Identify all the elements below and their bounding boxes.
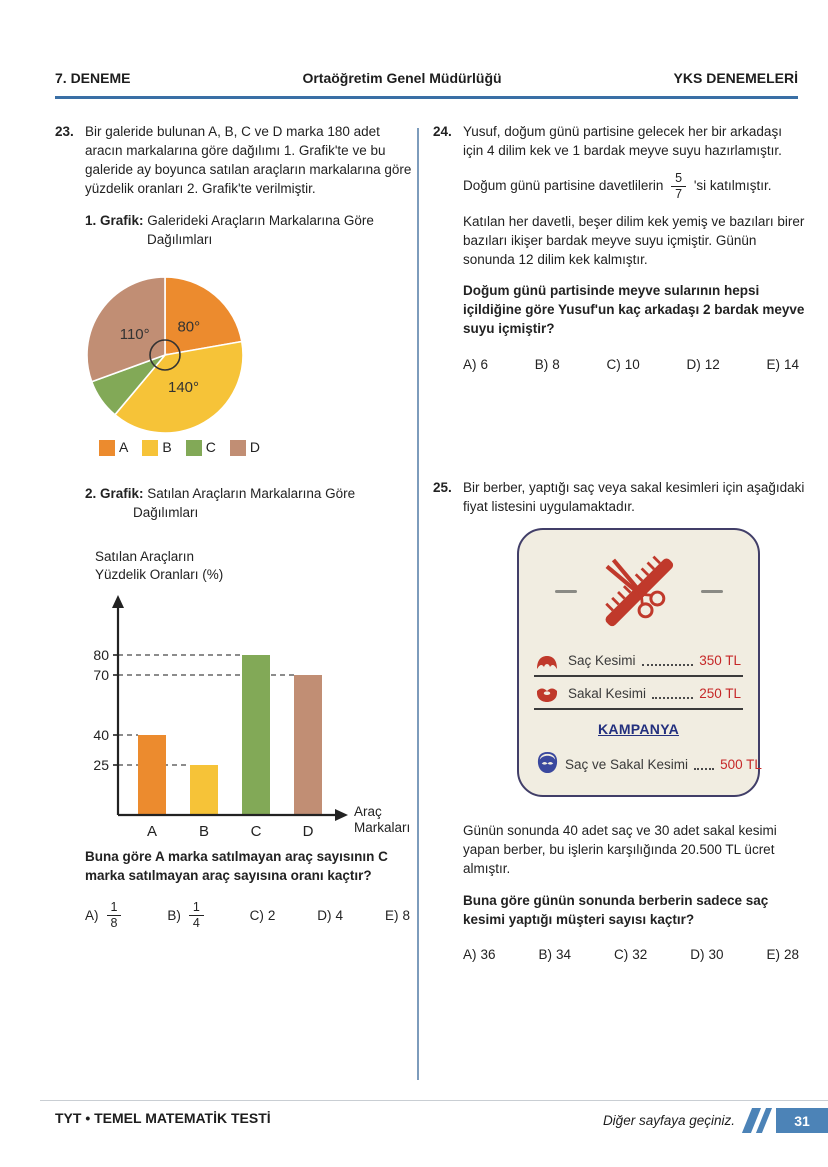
svg-text:A: A bbox=[147, 823, 157, 840]
q25-options: A) 36 B) 34 C) 32 D) 30 E) 28 bbox=[463, 945, 805, 964]
question-text: Günün sonunda 40 adet saç ve 30 adet sak… bbox=[463, 823, 777, 877]
svg-text:40: 40 bbox=[93, 727, 109, 743]
dash-decoration bbox=[554, 590, 577, 594]
svg-text:C: C bbox=[251, 823, 262, 840]
legend-item: C bbox=[185, 438, 216, 458]
hair-icon bbox=[536, 655, 562, 670]
svg-text:70: 70 bbox=[93, 667, 109, 683]
question-stem: Doğum günü partisinde meyve sularının he… bbox=[463, 283, 805, 337]
price-row-hair: Saç Kesimi 350 TL bbox=[534, 644, 743, 678]
header-right: YKS DENEMELERİ bbox=[673, 70, 798, 86]
bar-chart: 25 40 70 80 A B C D Araç Markaları bbox=[56, 585, 416, 846]
svg-text:Araç: Araç bbox=[354, 804, 382, 819]
dash-decoration bbox=[700, 590, 723, 594]
question-23: 23. Bir galeride bulunan A, B, C ve D ma… bbox=[55, 122, 411, 930]
question-25: 25. Bir berber, yaptığı saç veya sakal k… bbox=[433, 478, 805, 964]
legend-swatch bbox=[142, 440, 159, 457]
svg-text:Markaları: Markaları bbox=[354, 820, 410, 835]
legend-label: C bbox=[205, 439, 216, 456]
question-number: 24. bbox=[433, 124, 452, 139]
price-row-combo: Saç ve Sakal Kesimi 500 TL bbox=[534, 744, 762, 779]
graph2-title: 2. Grafik: Satılan Araçların Markalarına… bbox=[85, 485, 356, 521]
column-divider bbox=[417, 128, 419, 1080]
option-c: C) 2 bbox=[249, 907, 276, 923]
svg-text:D: D bbox=[303, 823, 314, 840]
svg-text:80: 80 bbox=[93, 647, 109, 663]
legend-item: A bbox=[99, 438, 128, 458]
option-d: D) 12 bbox=[686, 356, 720, 372]
svg-text:80°: 80° bbox=[177, 319, 200, 336]
question-24: 24. Yusuf, doğum günü partisine gelecek … bbox=[433, 122, 805, 374]
option-b: B) 34 bbox=[538, 946, 572, 962]
option-d: D) 4 bbox=[317, 907, 344, 923]
svg-text:110°: 110° bbox=[120, 326, 150, 343]
kampanya-label: KAMPANYA bbox=[598, 721, 679, 738]
legend-label: D bbox=[249, 439, 260, 456]
beard-icon bbox=[536, 686, 562, 703]
barber-price-card: Saç Kesimi 350 TL Sakal Kesimi 250 TL KA… bbox=[517, 527, 762, 798]
pie-legend: A B C D bbox=[99, 438, 416, 458]
option-d: D) 30 bbox=[690, 946, 724, 962]
question-text: Bir galeride bulunan A, B, C ve D marka … bbox=[85, 124, 412, 197]
left-column: 23. Bir galeride bulunan A, B, C ve D ma… bbox=[55, 122, 411, 930]
option-b: B) 8 bbox=[534, 356, 560, 372]
price-row-beard: Sakal Kesimi 250 TL bbox=[534, 677, 743, 711]
page-footer: TYT • TEMEL MATEMATİK TESTİ Diğer sayfay… bbox=[40, 1100, 828, 1145]
q24-options: A) 6 B) 8 C) 10 D) 12 E) 14 bbox=[463, 355, 805, 374]
option-a: A) 36 bbox=[463, 946, 496, 962]
graph1-title: 1. Grafik: Galerideki Araçların Markalar… bbox=[85, 212, 374, 247]
question-number: 25. bbox=[433, 479, 452, 495]
legend-item: D bbox=[229, 438, 260, 458]
question-stem: Buna göre günün sonunda berberin sadece … bbox=[463, 892, 769, 927]
question-number: 23. bbox=[55, 124, 74, 139]
legend-swatch bbox=[229, 440, 246, 457]
question-stem: Buna göre A marka satılmayan araç sayısı… bbox=[85, 848, 388, 883]
option-e: E) 14 bbox=[766, 356, 799, 372]
option-a: A) 6 bbox=[463, 356, 489, 372]
option-c: C) 10 bbox=[606, 356, 640, 372]
dot-leader bbox=[641, 664, 694, 667]
option-e: E) 8 bbox=[384, 907, 410, 923]
question-text: Bir berber, yaptığı saç veya sakal kesim… bbox=[463, 479, 805, 514]
legend-swatch bbox=[99, 440, 115, 457]
legend-swatch bbox=[185, 440, 202, 457]
page-number: 31 bbox=[776, 1108, 828, 1133]
question-text: Katılan her davetli, beşer dilim kek yem… bbox=[463, 213, 805, 267]
pie-chart: 80° 140° 110° bbox=[70, 257, 416, 458]
legend-label: B bbox=[162, 439, 172, 456]
pie-chart-svg: 80° 140° 110° bbox=[86, 276, 244, 434]
svg-text:140°: 140° bbox=[168, 379, 199, 396]
option-e: E) 28 bbox=[766, 946, 799, 962]
dot-leader bbox=[694, 768, 715, 771]
scissors-comb-icon bbox=[534, 540, 743, 644]
question-text: Yusuf, doğum günü partisine gelecek her … bbox=[463, 124, 782, 159]
bar-y-axis-label: Satılan Araçların Yüzdelik Oranları (%) bbox=[95, 549, 224, 582]
legend-item: B bbox=[142, 438, 172, 458]
header-center: Ortaöğretim Genel Müdürlüğü bbox=[302, 70, 502, 86]
header-left: 7. DENEME bbox=[55, 70, 131, 86]
bearded-face-icon bbox=[536, 751, 559, 774]
legend-label: A bbox=[119, 439, 129, 456]
footer-test-name: TYT • TEMEL MATEMATİK TESTİ bbox=[55, 1110, 271, 1126]
dot-leader bbox=[652, 697, 694, 700]
svg-text:25: 25 bbox=[93, 757, 109, 773]
svg-text:B: B bbox=[199, 823, 209, 840]
right-column: 24. Yusuf, doğum günü partisine gelecek … bbox=[433, 122, 805, 964]
option-c: C) 32 bbox=[613, 946, 648, 962]
footer-note: Diğer sayfaya geçiniz. bbox=[602, 1113, 735, 1128]
page-header: 7. DENEME Ortaöğretim Genel Müdürlüğü YK… bbox=[55, 70, 798, 99]
